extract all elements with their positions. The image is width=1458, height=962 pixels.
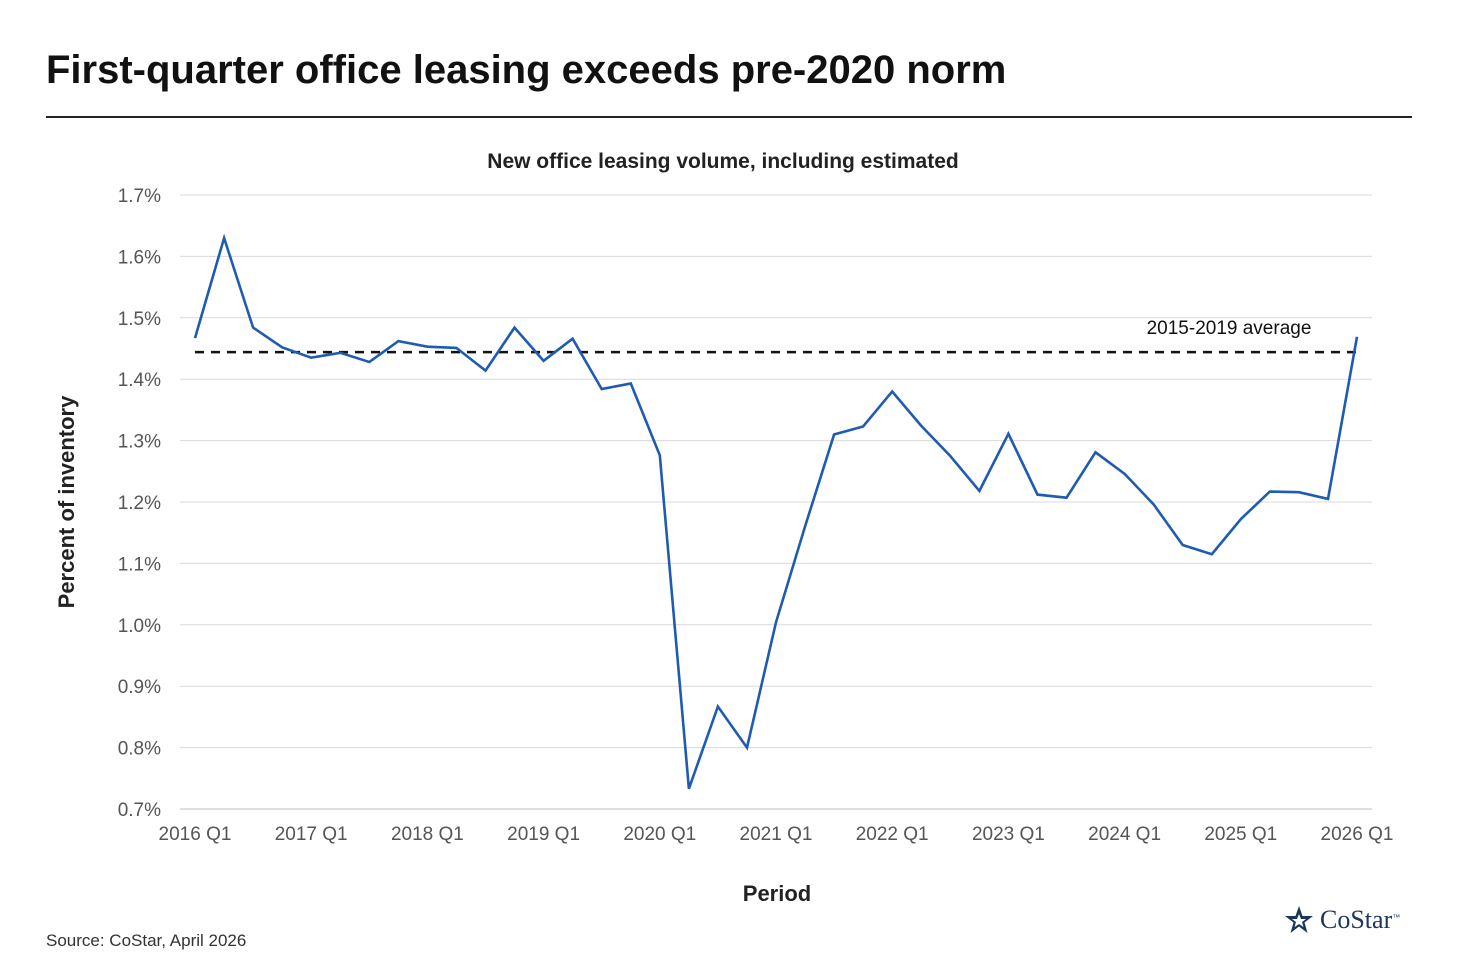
y-axis-ticks: 0.7% 0.8% 0.9% 1.0% 1.1% 1.2% 1.3% 1.4% 1.5% 1.6%… [118,186,161,821]
data-point [861,424,865,428]
data-point [629,381,633,385]
data-point [1006,432,1010,436]
data-point [1210,552,1214,556]
x-tick-label: 2026 Q1 [1321,824,1394,845]
data-point [396,339,400,343]
data-point [1181,543,1185,547]
data-point [513,326,517,330]
x-tick-label: 2025 Q1 [1204,824,1277,845]
data-point [977,489,981,493]
data-point [803,525,807,529]
headline-divider [46,116,1412,118]
data-point [367,360,371,364]
y-tick-label: 1.4% [118,370,161,391]
data-point [1035,493,1039,497]
y-axis-label: Percent of inventory [54,395,79,608]
reference-line-group: 2015-2019 average [195,318,1357,354]
data-point [1268,490,1272,494]
data-point [222,236,226,240]
data-point [658,453,662,457]
data-point [454,346,458,350]
data-point [745,746,749,750]
costar-logo: CoStar ™ [1284,905,1400,935]
data-point [1152,502,1156,506]
data-point [948,454,952,458]
data-point [1094,450,1098,454]
data-point [1239,517,1243,521]
y-tick-label: 1.5% [118,309,161,330]
x-tick-label: 2019 Q1 [507,824,580,845]
gridlines [180,194,1372,810]
data-point [338,351,342,355]
data-point [890,389,894,393]
y-tick-label: 1.0% [118,616,161,637]
y-tick-label: 1.1% [118,554,161,575]
y-tick-label: 0.9% [118,677,161,698]
data-point [1065,496,1069,500]
data-point [600,387,604,391]
data-point [309,356,313,360]
average-reference-label: 2015-2019 average [1147,318,1312,339]
source-note: Source: CoStar, April 2026 [46,931,247,950]
x-tick-label: 2017 Q1 [275,824,348,845]
y-tick-label: 0.7% [118,800,161,821]
x-axis-label: Period [743,881,811,906]
headline: First-quarter office leasing exceeds pre… [46,48,1007,92]
data-point [1355,335,1359,339]
star-icon [1285,906,1313,933]
data-point [571,337,575,341]
data-point [687,787,691,791]
data-point [919,424,923,428]
chart-title: New office leasing volume, including est… [487,150,958,173]
y-tick-label: 1.2% [118,493,161,514]
data-point [1326,497,1330,501]
x-tick-label: 2016 Q1 [159,824,232,845]
x-tick-label: 2020 Q1 [623,824,696,845]
x-tick-label: 2021 Q1 [740,824,813,845]
x-tick-label: 2022 Q1 [856,824,929,845]
y-tick-label: 1.6% [118,247,161,268]
data-point [774,620,778,624]
y-tick-label: 0.8% [118,739,161,760]
data-point [716,704,720,708]
y-tick-label: 1.7% [118,186,161,207]
data-point [193,336,197,340]
x-tick-label: 2024 Q1 [1088,824,1161,845]
data-point [251,326,255,330]
data-point [1297,490,1301,494]
logo-trademark: ™ [1392,913,1401,922]
series-line-leasing-volume [193,233,1359,790]
series-group [193,233,1359,790]
y-tick-label: 1.3% [118,432,161,453]
logo-text: CoStar [1320,905,1393,934]
x-axis-ticks: 2016 Q1 2017 Q1 2018 Q1 2019 Q1 2020 Q1 2021 … [159,824,1394,845]
data-point [832,432,836,436]
data-point [280,345,284,349]
x-tick-label: 2018 Q1 [391,824,464,845]
data-point [425,345,429,349]
data-point [542,359,546,363]
data-point [1123,472,1127,476]
x-tick-label: 2023 Q1 [972,824,1045,845]
data-point [484,369,488,373]
